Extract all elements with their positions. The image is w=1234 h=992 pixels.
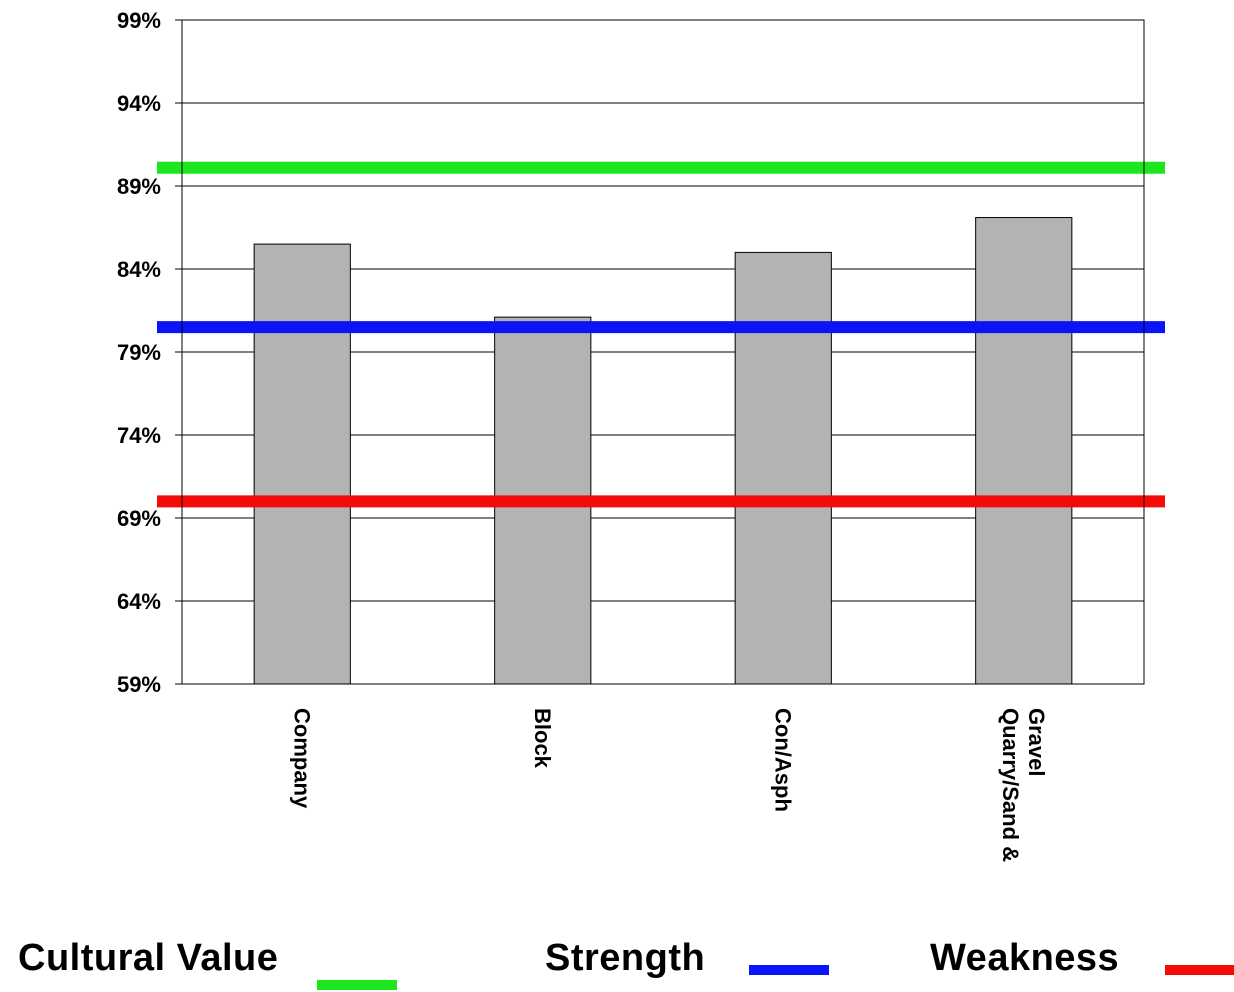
- bar-con-asph: [734, 251, 832, 685]
- y-tick-label: 69%: [117, 506, 161, 531]
- legend-swatch-cultural-value: [317, 980, 397, 990]
- legend-weakness: Weakness: [930, 932, 1234, 992]
- x-category-label-line: Con/Asph: [770, 708, 795, 812]
- bars: [253, 217, 1073, 685]
- legend-swatch-strength: [749, 965, 829, 975]
- y-tick-label: 94%: [117, 91, 161, 116]
- x-category-label-line: Quarry/Sand &: [998, 708, 1023, 862]
- legend-label-weakness: Weakness: [930, 937, 1120, 979]
- x-category-label: Quarry/Sand & Gravel: [998, 708, 1049, 862]
- reference-lines: [157, 161, 1165, 508]
- y-tick-label: 59%: [117, 672, 161, 697]
- y-tick-label: 64%: [117, 589, 161, 614]
- x-category-label: Company: [289, 708, 314, 809]
- x-category-label-line: Company: [289, 708, 314, 809]
- y-tick-label: 89%: [117, 174, 161, 199]
- y-axis-tick-labels: 59% 64% 69% 74% 79% 84% 89% 94% 99%: [117, 8, 182, 697]
- legend-swatch-weakness: [1165, 965, 1234, 975]
- x-category-label-line: Gravel: [1024, 708, 1049, 777]
- bar-quarry-sand-gravel: [975, 217, 1073, 685]
- legend-label-strength: Strength: [545, 937, 706, 979]
- y-tick-label: 99%: [117, 8, 161, 33]
- bar-company: [253, 243, 351, 685]
- y-tick-label: 74%: [117, 423, 161, 448]
- y-tick-label: 84%: [117, 257, 161, 282]
- x-category-label: Block: [530, 708, 555, 769]
- legend-cultural-value: Cultural Value: [18, 932, 408, 992]
- y-tick-label: 79%: [117, 340, 161, 365]
- x-axis-category-labels: Company Block Con/Asph Quarry/Sand & Gravel: [289, 708, 1049, 862]
- legend-strength: Strength: [545, 932, 845, 992]
- x-category-label-line: Block: [530, 708, 555, 769]
- x-category-label: Con/Asph: [770, 708, 795, 812]
- legend-label-cultural-value: Cultural Value: [18, 937, 279, 979]
